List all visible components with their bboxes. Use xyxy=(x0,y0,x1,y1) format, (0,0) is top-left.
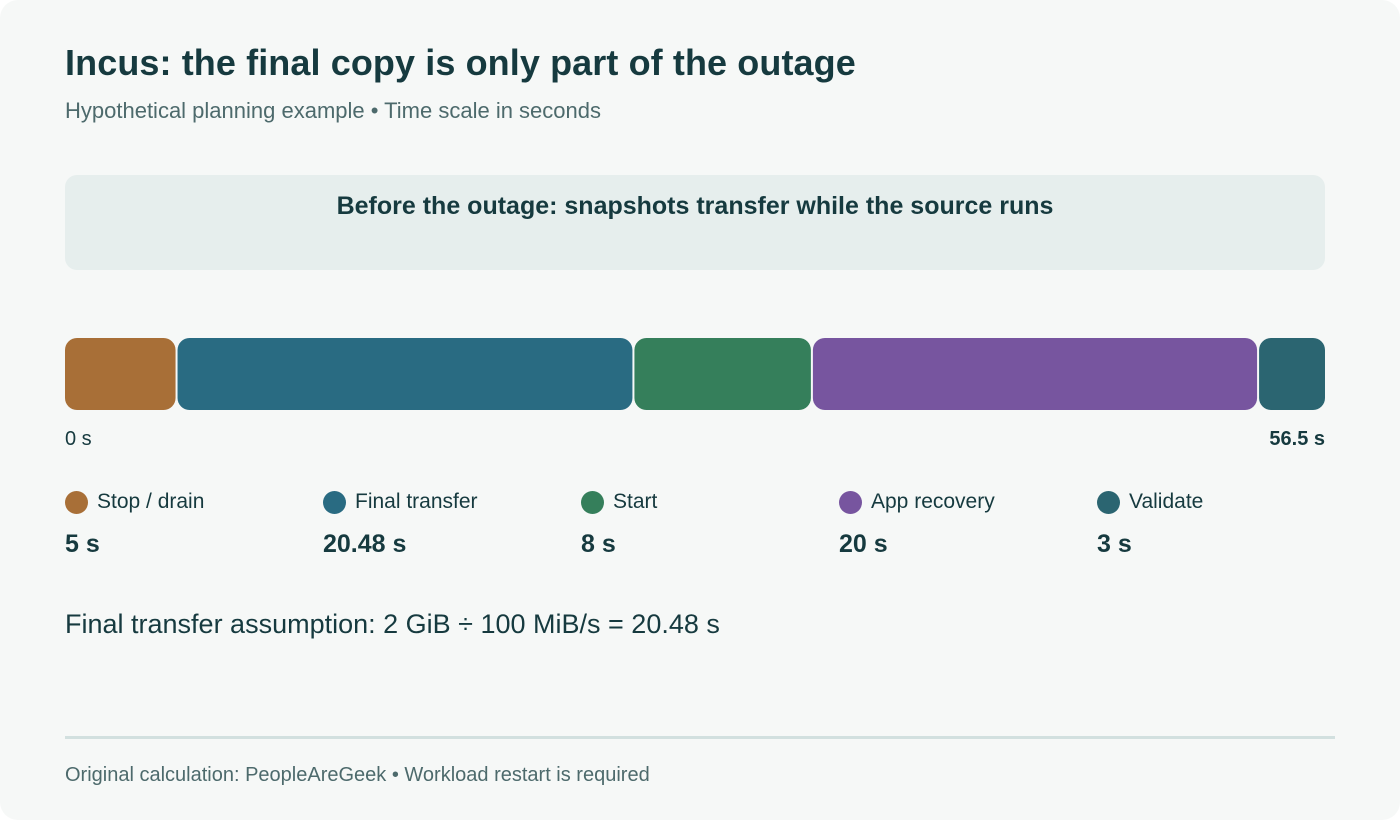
legend-label: Start xyxy=(613,490,658,513)
chart-title: Incus: the final copy is only part of th… xyxy=(65,42,856,83)
transfer-assumption: Final transfer assumption: 2 GiB ÷ 100 M… xyxy=(65,609,720,639)
bar-segment-start xyxy=(634,338,811,410)
legend-swatch xyxy=(323,490,346,514)
bar-segment-validate xyxy=(1259,338,1325,410)
phase-banner-text: Before the outage: snapshots transfer wh… xyxy=(336,192,1054,220)
legend-label: Validate xyxy=(1129,490,1204,513)
legend-label: App recovery xyxy=(871,490,995,513)
legend-swatch xyxy=(1097,490,1120,514)
legend-item-stop-drain: Stop / drain 5 s xyxy=(65,490,315,559)
chart-subtitle: Hypothetical planning example • Time sca… xyxy=(65,98,601,123)
legend-item-app-recovery: App recovery 20 s xyxy=(839,490,1089,559)
footer-note: Original calculation: PeopleAreGeek • Wo… xyxy=(65,764,650,786)
legend-swatch xyxy=(839,490,862,514)
legend-value: 20.48 s xyxy=(323,530,407,558)
legend-label: Final transfer xyxy=(355,490,478,513)
bar-segment-stop-drain xyxy=(65,338,176,410)
axis-start-label: 0 s xyxy=(65,428,92,450)
stacked-timeline-bar xyxy=(65,338,1325,410)
legend-value: 8 s xyxy=(581,530,616,558)
legend-swatch xyxy=(65,490,88,514)
axis-end-label: 56.5 s xyxy=(1269,428,1325,450)
legend-item-final-transfer: Final transfer 20.48 s xyxy=(323,490,573,559)
legend-item-validate: Validate 3 s xyxy=(1097,490,1347,559)
legend-value: 3 s xyxy=(1097,530,1132,558)
legend-item-start: Start 8 s xyxy=(581,490,831,559)
divider xyxy=(65,736,1335,739)
legend-label: Stop / drain xyxy=(97,490,205,513)
bar-segment-app-recovery xyxy=(812,338,1258,410)
phase-banner: Before the outage: snapshots transfer wh… xyxy=(65,175,1325,270)
legend-value: 20 s xyxy=(839,530,888,558)
legend-swatch xyxy=(581,490,604,514)
legend-value: 5 s xyxy=(65,530,100,558)
bar-segment-final-transfer xyxy=(177,338,633,410)
